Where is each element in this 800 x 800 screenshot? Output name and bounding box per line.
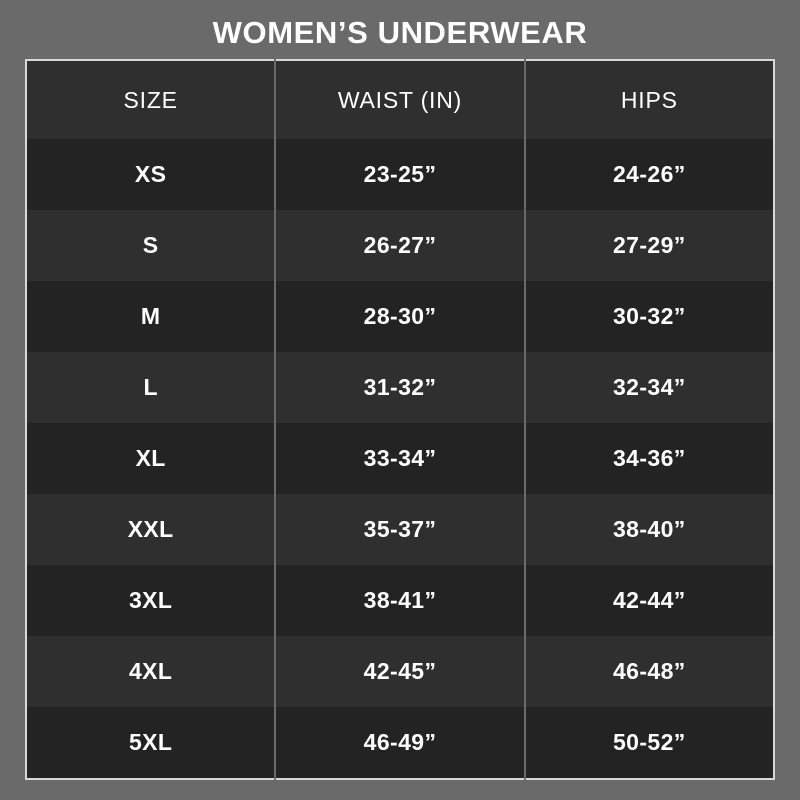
size-cell: XL bbox=[26, 423, 276, 494]
waist-cell: 31-32” bbox=[274, 352, 525, 423]
hips-cell: 46-48” bbox=[523, 636, 774, 707]
size-cell: XS bbox=[26, 139, 276, 210]
size-chart-header: SIZE WAIST (IN) HIPS bbox=[26, 60, 774, 139]
page-title: WOMEN’S UNDERWEAR bbox=[212, 15, 588, 50]
hips-cell: 27-29” bbox=[523, 210, 774, 281]
hips-cell: 34-36” bbox=[523, 423, 774, 494]
table-row: M 28-30” 30-32” bbox=[26, 281, 774, 352]
hips-cell: 24-26” bbox=[523, 139, 774, 210]
waist-cell: 42-45” bbox=[274, 636, 525, 707]
table-row: L 31-32” 32-34” bbox=[26, 352, 774, 423]
table-row: 4XL 42-45” 46-48” bbox=[26, 636, 774, 707]
hips-cell: 30-32” bbox=[523, 281, 774, 352]
table-row: S 26-27” 27-29” bbox=[26, 210, 774, 281]
header-waist: WAIST (IN) bbox=[274, 60, 525, 139]
waist-cell: 28-30” bbox=[274, 281, 525, 352]
size-cell: XXL bbox=[26, 494, 276, 565]
header-row: SIZE WAIST (IN) HIPS bbox=[26, 60, 774, 139]
table-row: XXL 35-37” 38-40” bbox=[26, 494, 774, 565]
header-size: SIZE bbox=[26, 60, 276, 139]
size-cell: M bbox=[26, 281, 276, 352]
size-chart-table: SIZE WAIST (IN) HIPS XS 23-25” 24-26” S … bbox=[25, 59, 775, 780]
size-cell: L bbox=[26, 352, 276, 423]
hips-cell: 38-40” bbox=[523, 494, 774, 565]
table-row: 3XL 38-41” 42-44” bbox=[26, 565, 774, 636]
size-cell: S bbox=[26, 210, 276, 281]
waist-cell: 38-41” bbox=[274, 565, 525, 636]
waist-cell: 26-27” bbox=[274, 210, 525, 281]
waist-cell: 46-49” bbox=[274, 707, 525, 779]
hips-cell: 50-52” bbox=[523, 707, 774, 779]
waist-cell: 23-25” bbox=[274, 139, 525, 210]
hips-cell: 32-34” bbox=[523, 352, 774, 423]
hips-cell: 42-44” bbox=[523, 565, 774, 636]
table-row: 5XL 46-49” 50-52” bbox=[26, 707, 774, 779]
waist-cell: 35-37” bbox=[274, 494, 525, 565]
table-row: XS 23-25” 24-26” bbox=[26, 139, 774, 210]
size-cell: 3XL bbox=[26, 565, 276, 636]
size-cell: 4XL bbox=[26, 636, 276, 707]
size-cell: 5XL bbox=[26, 707, 276, 779]
header-hips: HIPS bbox=[523, 60, 774, 139]
table-row: XL 33-34” 34-36” bbox=[26, 423, 774, 494]
waist-cell: 33-34” bbox=[274, 423, 525, 494]
size-chart-body: XS 23-25” 24-26” S 26-27” 27-29” M 28-30… bbox=[26, 139, 774, 779]
